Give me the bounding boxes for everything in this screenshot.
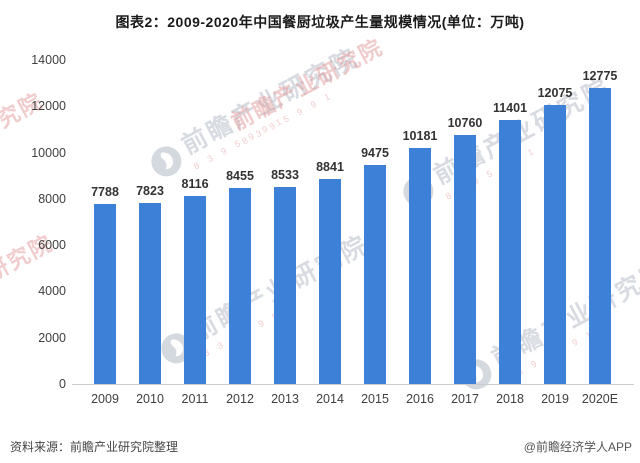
y-tick-label: 0 [59, 377, 66, 391]
bar-value-label: 8841 [316, 160, 344, 174]
bar [319, 179, 341, 384]
bar-value-label: 12775 [582, 69, 618, 83]
bar [139, 203, 161, 384]
y-tick-label: 10000 [31, 145, 66, 160]
y-tick-label: 6000 [38, 238, 66, 253]
bar-value-label: 7823 [136, 184, 164, 198]
x-tick-label: 2011 [181, 392, 209, 406]
bar-value-label: 8455 [226, 169, 254, 183]
bar [274, 187, 296, 384]
bar-value-label: 10181 [402, 129, 438, 143]
bar [454, 135, 476, 384]
bar [229, 188, 251, 384]
x-tick-label: 2019 [541, 392, 569, 406]
x-tick-label: 2012 [226, 392, 254, 406]
bar-value-label: 8116 [181, 177, 209, 191]
bar-value-label: 9475 [361, 146, 389, 160]
x-tick-label: 2018 [496, 392, 524, 406]
x-tick-label: 2010 [136, 392, 164, 406]
y-tick-label: 8000 [38, 191, 66, 206]
x-tick-label: 2015 [361, 392, 389, 406]
bar [544, 105, 566, 384]
bar [499, 120, 521, 384]
x-tick-label: 2016 [406, 392, 434, 406]
bar-value-label: 12075 [537, 86, 573, 100]
x-tick-label: 2020E [581, 392, 619, 406]
source-note: 资料来源：前瞻产业研究院整理 [10, 440, 179, 454]
x-tick-label: 2009 [91, 392, 119, 406]
x-tick-label: 2013 [271, 392, 299, 406]
bar-value-label: 7788 [91, 185, 119, 199]
y-tick-label: 2000 [38, 330, 66, 345]
x-tick-label: 2014 [316, 392, 344, 406]
bar-value-label: 8533 [271, 168, 299, 182]
bar-value-label: 10760 [447, 116, 483, 130]
bar [94, 204, 116, 384]
credit-note: @前瞻经济学人APP [523, 440, 632, 454]
x-axis-line [72, 384, 634, 385]
bar [184, 196, 206, 384]
y-tick-label: 12000 [31, 99, 66, 114]
bar [409, 148, 431, 384]
bar-value-label: 11401 [492, 101, 528, 115]
y-tick-label: 4000 [38, 284, 66, 299]
bar [589, 88, 611, 384]
x-tick-label: 2017 [451, 392, 479, 406]
y-tick-label: 14000 [31, 53, 66, 67]
chart-title: 图表2：2009-2020年中国餐厨垃圾产生量规模情况(单位：万吨) [115, 14, 525, 30]
bar [364, 165, 386, 384]
